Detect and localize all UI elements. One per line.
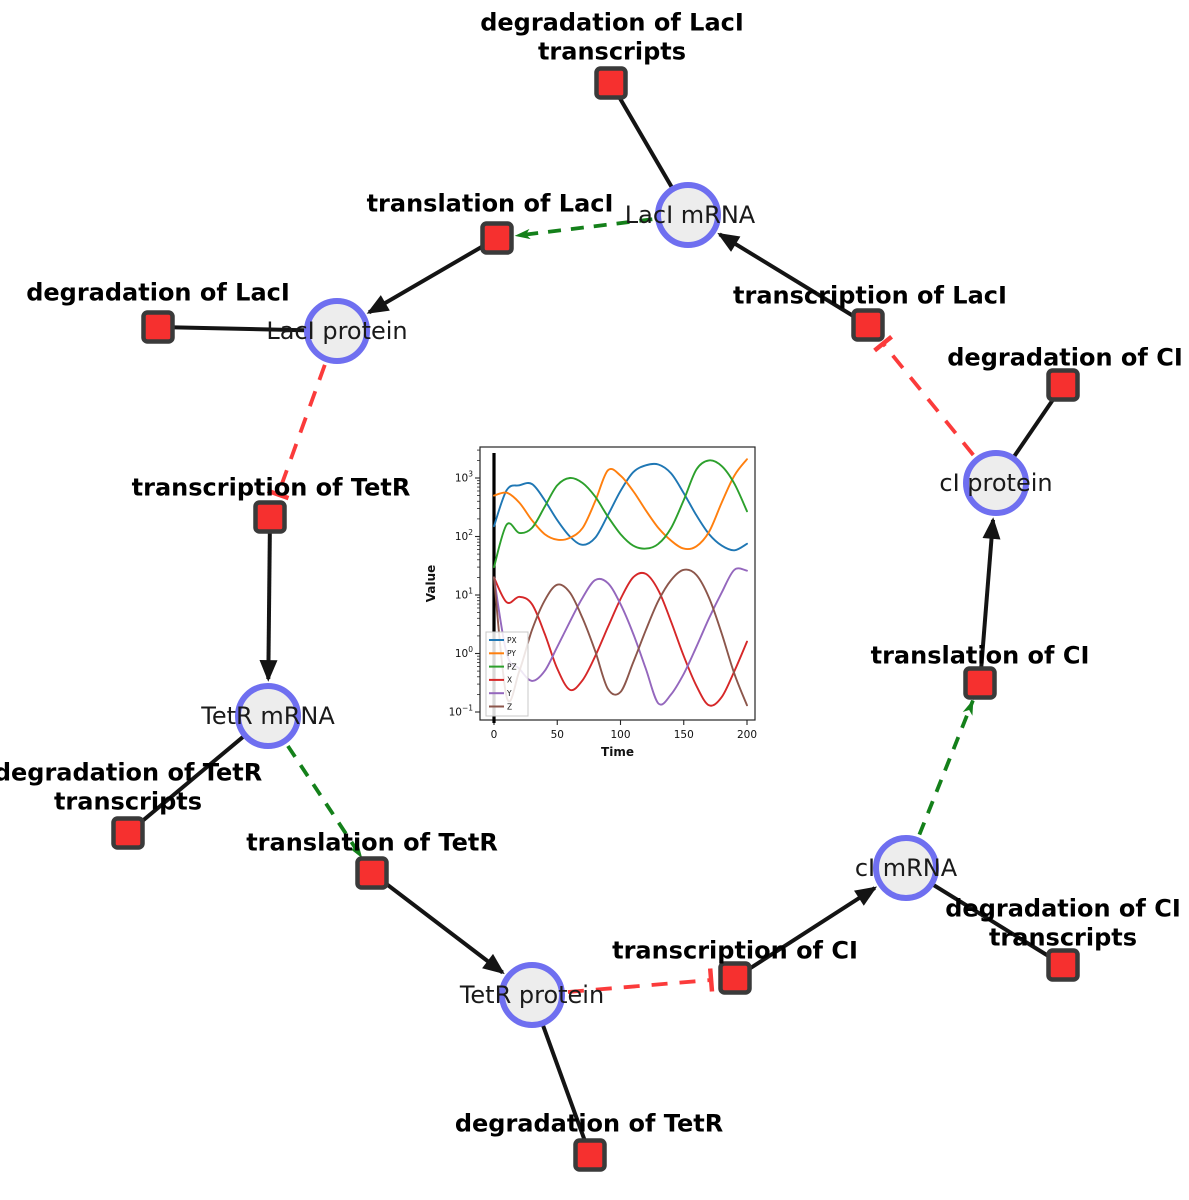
reaction-degradation-ci[interactable] — [1046, 368, 1080, 402]
svg-text:150: 150 — [674, 729, 694, 741]
species-ci-mrna[interactable] — [873, 835, 939, 901]
edge-cimrna-to-translation — [917, 699, 975, 836]
svg-text:100: 100 — [610, 729, 630, 741]
svg-text:102: 102 — [455, 528, 473, 543]
reaction-degradation-laci-transcripts[interactable] — [594, 66, 628, 100]
legend-label-PX: PX — [507, 636, 517, 645]
reaction-degradation-tetr[interactable] — [573, 1138, 607, 1172]
edge-transcription-ci-to-mrna — [733, 886, 878, 980]
species-tetr-mrna[interactable] — [235, 683, 301, 749]
reaction-degradation-laci[interactable] — [141, 310, 175, 344]
edge-translation-laci-to-protein — [366, 236, 499, 315]
reaction-translation-tetr[interactable] — [355, 856, 389, 890]
edge-tetrprotein-inhibits-ci-transcription — [567, 978, 712, 994]
legend-label-X: X — [507, 676, 512, 685]
svg-text:0: 0 — [491, 729, 498, 741]
reaction-translation-ci[interactable] — [963, 666, 997, 700]
inhibition-tbar-ci — [707, 968, 715, 992]
legend-label-PZ: PZ — [507, 662, 517, 671]
chart-tick-labels: 10−1 100 101 102 103 0 50 100 150 200 — [449, 470, 757, 742]
edge-tetrmrna-to-translation — [286, 744, 364, 859]
chart-series — [493, 458, 748, 707]
chart-xlabel: Time — [601, 745, 634, 759]
plot-line-Y — [493, 567, 748, 706]
inhibition-tbar-tetr — [266, 488, 290, 501]
reaction-transcription-tetr[interactable] — [253, 500, 287, 534]
reaction-transcription-laci[interactable] — [851, 308, 885, 342]
legend-label-Z: Z — [507, 702, 512, 711]
chart-legend: PX PY PZ XYZ — [485, 631, 529, 717]
edge-translation-tetr-to-protein — [370, 871, 505, 975]
svg-text:50: 50 — [551, 729, 564, 741]
reaction-transcription-ci[interactable] — [718, 961, 752, 995]
edge-lacimrna-to-translation — [514, 217, 653, 240]
chart-axes — [475, 449, 748, 725]
plot-line-Z — [493, 568, 748, 707]
svg-text:200: 200 — [737, 729, 757, 741]
svg-text:101: 101 — [455, 587, 473, 602]
plot-line-PY — [493, 458, 748, 551]
reaction-degradation-ci-transcripts[interactable] — [1046, 948, 1080, 982]
inset-simulation-chart: 10−1 100 101 102 103 0 50 100 150 200 Time Value PX P… — [423, 432, 773, 772]
chart-ylabel: Value — [424, 565, 438, 603]
plot-line-X — [493, 571, 748, 707]
svg-text:100: 100 — [455, 645, 473, 660]
plot-line-PZ — [493, 459, 748, 569]
svg-text:103: 103 — [455, 470, 473, 485]
inhibition-tbar-laci — [873, 334, 894, 353]
edge-transcription-tetr-to-mrna — [259, 516, 278, 682]
edge-laciprotein-inhibits-tetr-transcription — [276, 364, 327, 496]
edge-ciprotein-inhibits-laci-transcription — [881, 342, 975, 457]
legend-label-Y: Y — [506, 689, 512, 698]
reaction-degradation-tetr-transcripts[interactable] — [111, 816, 145, 850]
plot-line-PX — [493, 462, 748, 552]
species-laci-mrna[interactable] — [655, 182, 721, 248]
edge-transcription-laci-to-mrna — [717, 232, 870, 327]
species-ci-protein[interactable] — [963, 450, 1029, 516]
edge-translation-ci-to-protein — [978, 517, 1001, 684]
legend-label-PY: PY — [507, 649, 516, 658]
svg-text:10−1: 10−1 — [449, 704, 474, 719]
species-laci-protein[interactable] — [304, 298, 370, 364]
reaction-translation-laci[interactable] — [480, 221, 514, 255]
species-tetr-protein[interactable] — [499, 962, 565, 1028]
